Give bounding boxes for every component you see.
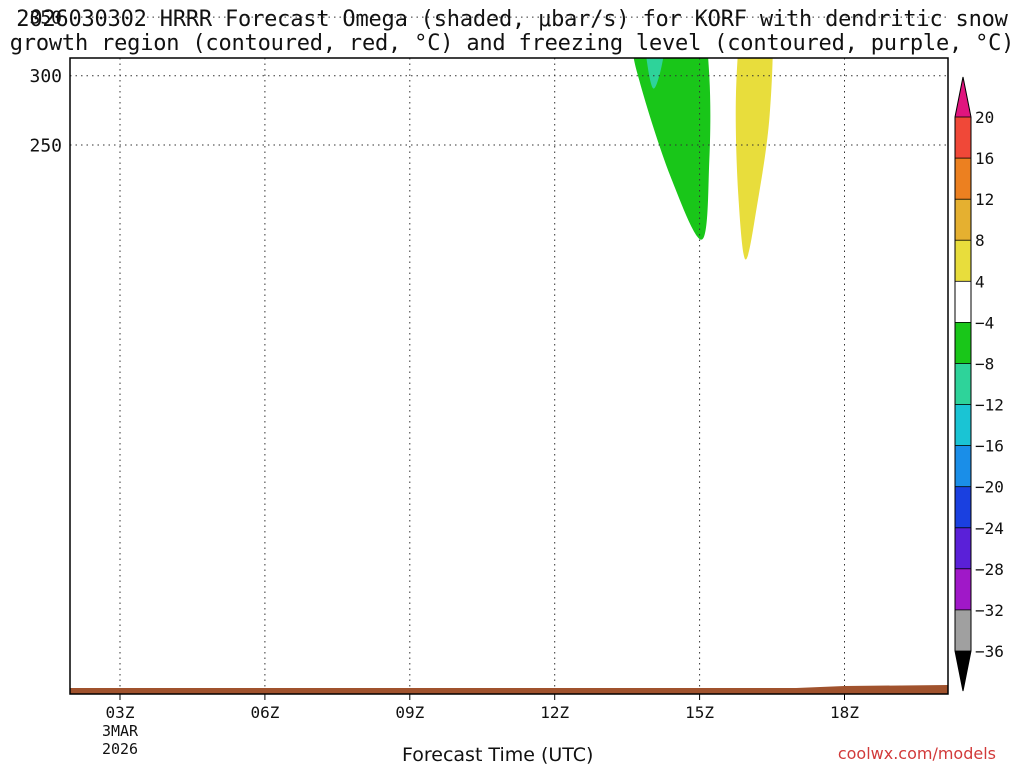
colorbar-top-arrow — [955, 77, 971, 117]
colorbar-label: 12 — [975, 190, 994, 209]
chart-title-line2: growth region (contoured, red, °C) and f… — [9, 31, 1015, 56]
x-axis-title: Forecast Time (UTC) — [402, 744, 594, 766]
colorbar-label: 16 — [975, 149, 994, 168]
colorbar-swatch — [955, 281, 971, 323]
colorbar-swatch — [955, 404, 971, 446]
colorbar-label: −24 — [975, 519, 1004, 538]
omega-region-pos4 — [873, 0, 947, 33]
colorbar-swatch — [955, 445, 971, 488]
y-tick-label: 250 — [29, 136, 62, 157]
colorbar-label: −28 — [975, 560, 1004, 579]
colorbar-label: 4 — [975, 272, 985, 291]
x-tick-label: 12Z — [540, 703, 569, 722]
colorbar-swatch — [955, 363, 971, 405]
x-tick-label: 18Z — [830, 703, 859, 722]
omega-region-pos4 — [479, 0, 541, 6]
x-tick-label: 15Z — [685, 703, 714, 722]
x-tick-year: 2026 — [102, 740, 138, 758]
colorbar-bottom-arrow — [955, 651, 971, 691]
x-tick-date: 3MAR — [102, 722, 139, 740]
colorbar-label: −20 — [975, 478, 1004, 497]
colorbar-swatch — [955, 240, 971, 282]
colorbar-label: −12 — [975, 396, 1004, 415]
credit-link[interactable]: coolwx.com/models — [837, 744, 996, 763]
colorbar-swatch — [955, 568, 971, 611]
colorbar-label: −8 — [975, 355, 994, 374]
omega-region-neg4 — [110, 0, 129, 39]
colorbar-swatch — [955, 117, 971, 159]
y-tick-label: 300 — [29, 66, 62, 87]
plot-frame — [69, 57, 949, 695]
colorbar-label: −36 — [975, 642, 1004, 661]
colorbar-swatch — [955, 527, 971, 570]
ground-surface — [70, 685, 948, 694]
colorbar-label: 20 — [975, 108, 994, 127]
omega-region-neg8 — [646, 58, 664, 89]
colorbar-swatch — [955, 199, 971, 241]
colorbar-swatch — [955, 609, 971, 652]
colorbar-swatch — [955, 158, 971, 200]
y-tick-label: 350 — [29, 8, 62, 29]
colorbar-swatch — [955, 322, 971, 364]
colorbar-label: −16 — [975, 437, 1004, 456]
x-tick-label: 06Z — [250, 703, 279, 722]
x-tick-label: 03Z — [106, 703, 135, 722]
colorbar-label: −4 — [975, 313, 994, 332]
colorbar-label: 8 — [975, 231, 985, 250]
x-tick-label: 09Z — [395, 703, 424, 722]
colorbar-label: −32 — [975, 601, 1004, 620]
chart-title-line1: 2026030302 HRRR Forecast Omega (shaded, … — [16, 7, 1008, 32]
omega-region-pos4 — [735, 58, 773, 260]
omega-region-pos4 — [351, 0, 405, 9]
colorbar-swatch — [955, 486, 971, 529]
omega-region-neg4 — [633, 58, 711, 240]
